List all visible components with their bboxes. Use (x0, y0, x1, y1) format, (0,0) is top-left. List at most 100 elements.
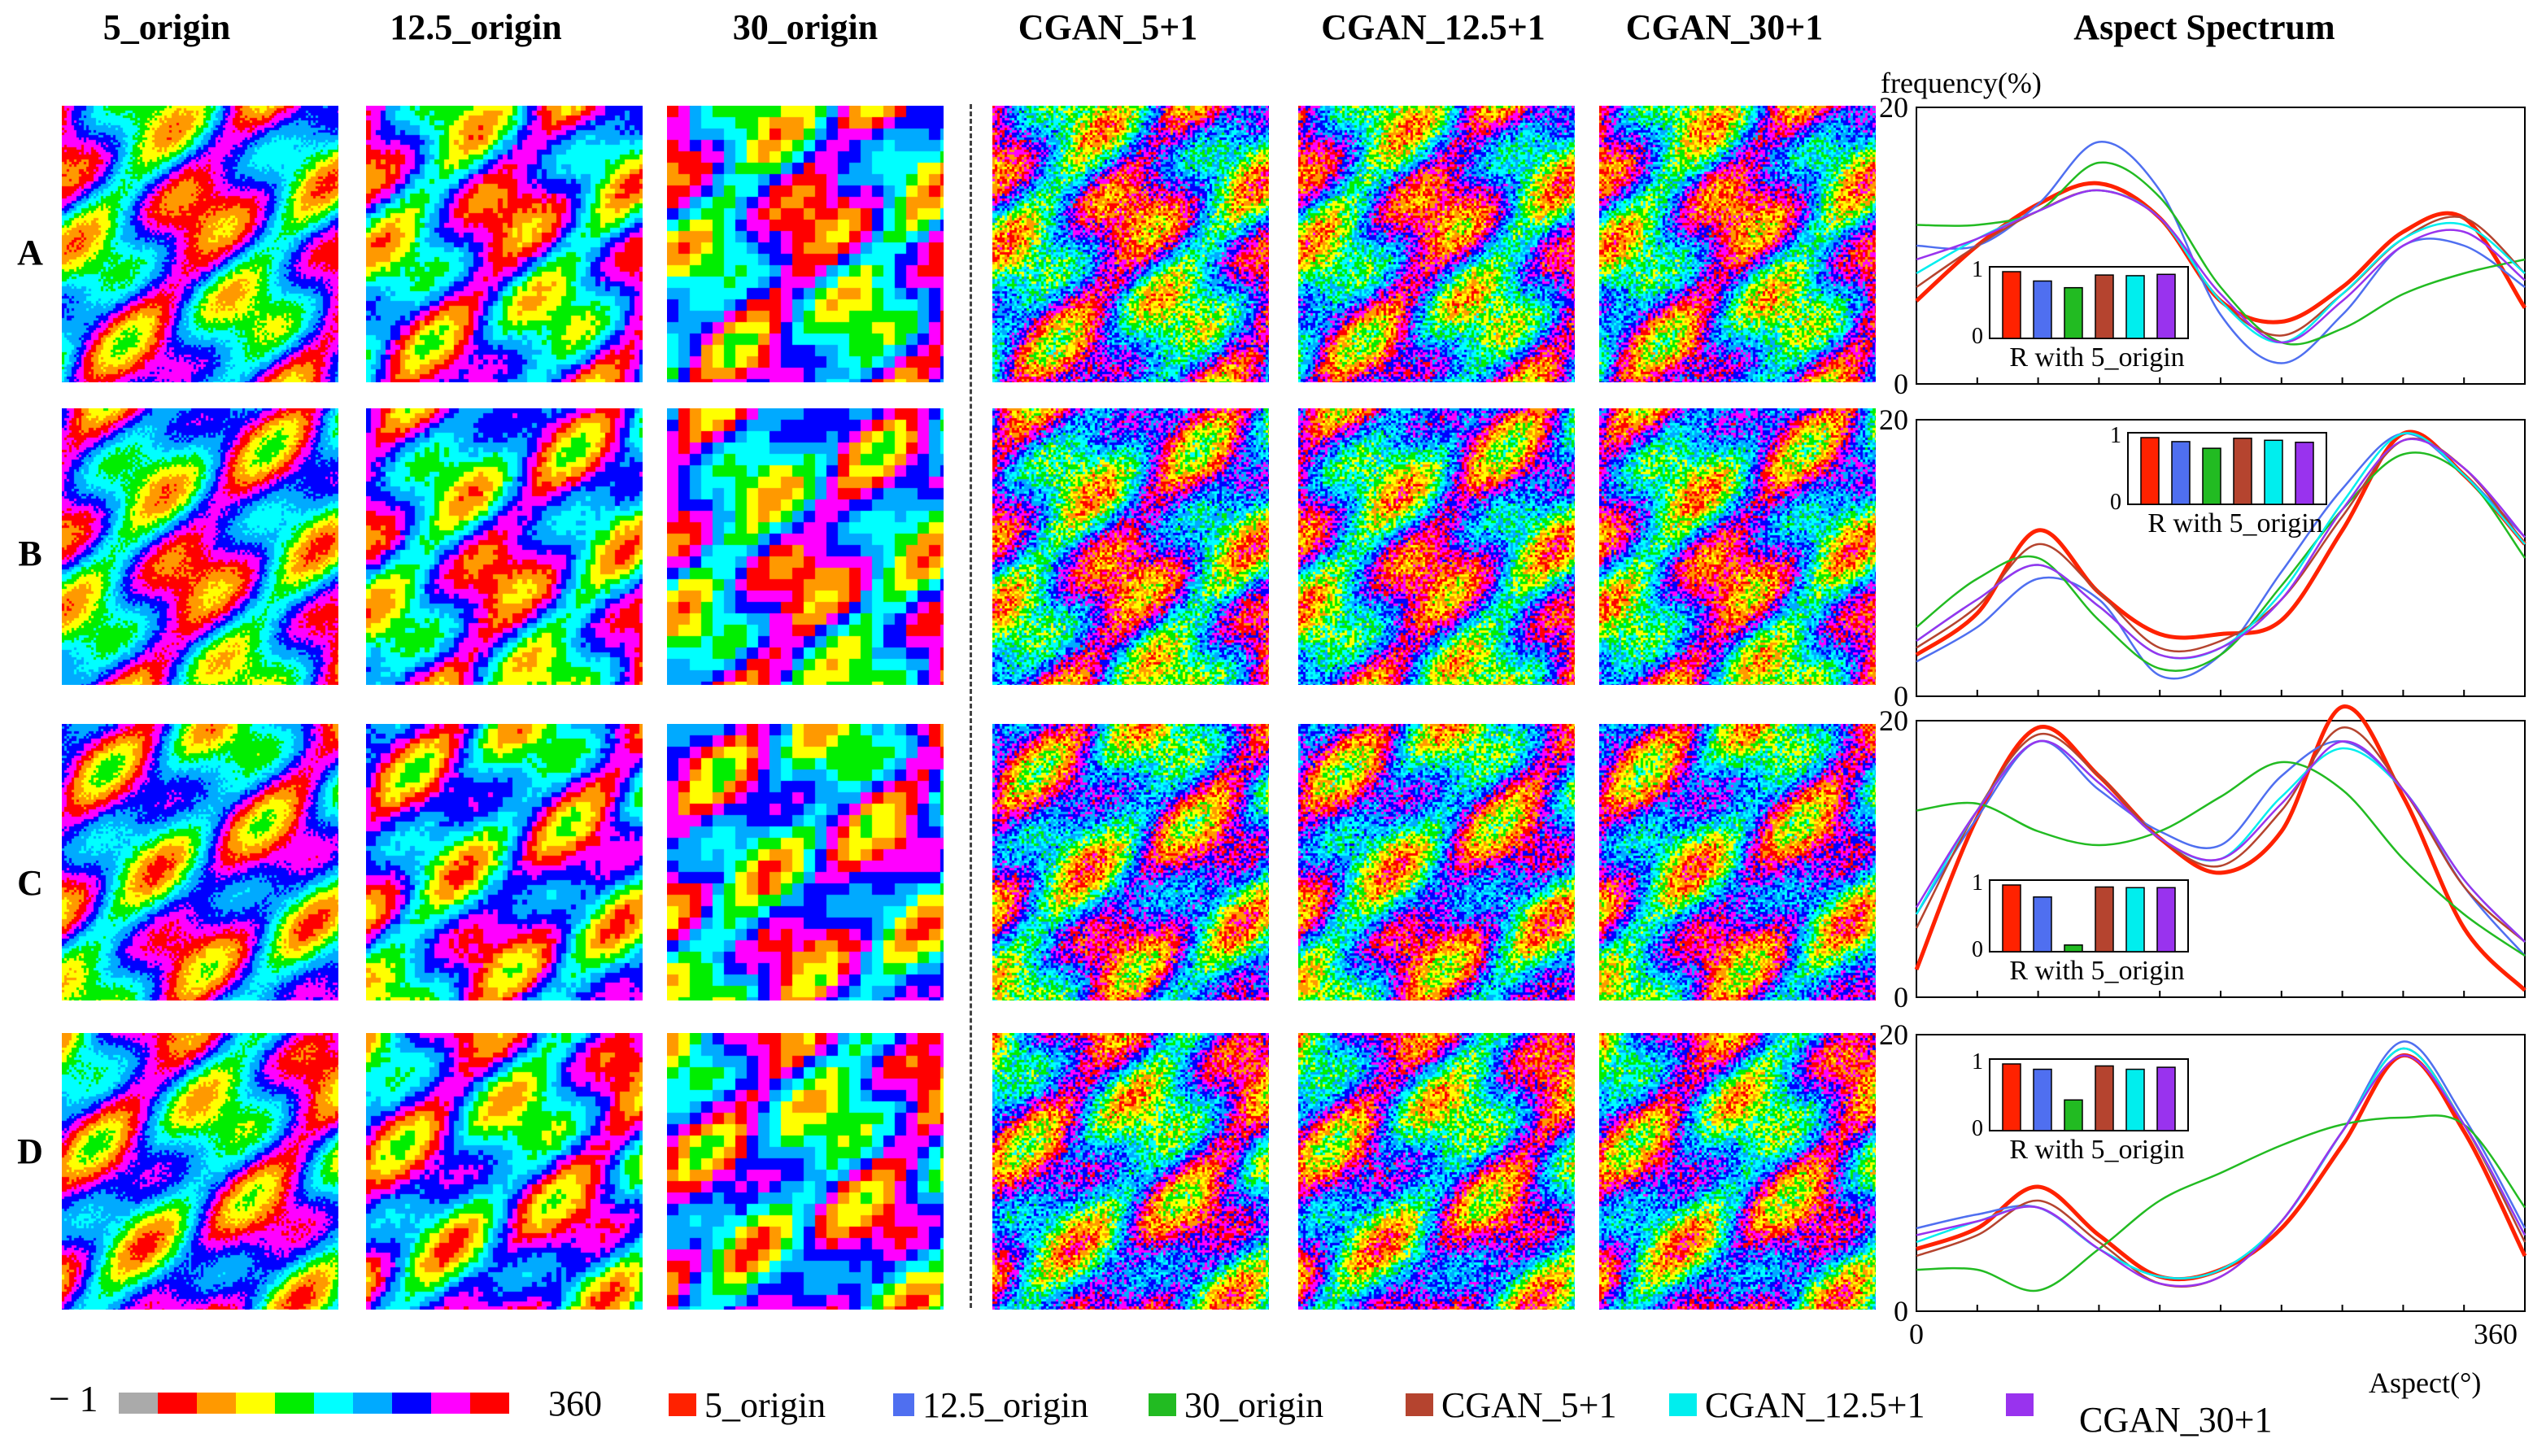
inset-bar-cgan-30-1 (2156, 273, 2176, 339)
inset-bar-30-origin (2064, 286, 2083, 339)
column-header-cgan-5: CGAN_5+1 (1018, 7, 1198, 47)
aspect-map-c-4 (1298, 724, 1575, 1000)
row-label-c: C (17, 863, 43, 903)
legend-swatch (893, 1393, 914, 1416)
aspect-map-b-1 (366, 408, 643, 685)
series-line-cgan-30-1 (1915, 739, 2526, 943)
inset-bar-12-5-origin (2171, 441, 2191, 505)
inset-bar-12-5-origin (2033, 1068, 2052, 1131)
series-line-cgan-5-1 (1915, 726, 2526, 943)
series-line-30-origin (1916, 761, 2526, 957)
legend-swatch (1406, 1393, 1433, 1416)
inset-bar-5-origin (2002, 1063, 2021, 1131)
inset-y-tick-label: 1 (1972, 870, 1983, 896)
inset-bar-cgan-12-5-1 (2125, 275, 2145, 339)
aspect-map-a-5 (1599, 106, 1876, 382)
aspect-map-b-0 (62, 408, 338, 685)
legend-label: 30_origin (1184, 1384, 1324, 1425)
x-tick-label: 360 (2474, 1318, 2518, 1350)
inset-bar-cgan-30-1 (2295, 441, 2314, 505)
inset-bar-5-origin (2140, 437, 2160, 505)
y-tick-label: 20 (1879, 1018, 1908, 1051)
legend-label: 5_origin (704, 1384, 826, 1425)
series-line-cgan-30-1 (1916, 1054, 2526, 1288)
aspect-map-d-0 (62, 1033, 338, 1310)
aspect-map-c-2 (667, 724, 944, 1000)
aspect-map-c-0 (62, 724, 338, 1000)
colorbar-segment (353, 1393, 392, 1414)
inset-bar-cgan-12-5-1 (2125, 1068, 2145, 1131)
aspect-map-b-2 (667, 408, 944, 685)
legend-swatch (1669, 1393, 1697, 1416)
colorbar-segment (431, 1393, 470, 1414)
colorbar (119, 1393, 509, 1414)
colorbar-segment (119, 1393, 158, 1414)
colorbar-segment (314, 1393, 353, 1414)
colorbar-segment (392, 1393, 431, 1414)
legend-cgan-30 (2006, 1384, 2042, 1425)
inset-label: R with 5_origin (2147, 508, 2322, 538)
colorbar-segment (197, 1393, 236, 1414)
legend-30-origin: 30_origin (1149, 1384, 1323, 1425)
column-header-aspect-spectrum: Aspect Spectrum (2073, 7, 2335, 47)
legend-label: 12.5_origin (922, 1384, 1089, 1425)
aspect-map-b-5 (1599, 408, 1876, 685)
inset-label: R with 5_origin (2009, 956, 2184, 986)
aspect-map-d-1 (366, 1033, 643, 1310)
colorbar-min-label: − 1 (49, 1378, 98, 1419)
x-axis-label: Aspect(°) (2369, 1367, 2481, 1399)
inset-y-tick-label: 0 (1972, 937, 1983, 962)
colorbar-segment (236, 1393, 275, 1414)
inset-frame (1989, 1058, 2189, 1131)
inset-label: R with 5_origin (2009, 1135, 2184, 1165)
aspect-map-c-1 (366, 724, 643, 1000)
aspect-map-d-4 (1298, 1033, 1575, 1310)
inset-y-tick-label: 0 (1972, 324, 1983, 349)
inset-bar-cgan-5-1 (2095, 886, 2114, 953)
row-label-d: D (17, 1131, 43, 1171)
legend-cgan-5: CGAN_5+1 (1406, 1384, 1617, 1425)
legend-label: CGAN_5+1 (1441, 1384, 1617, 1425)
inset-bar-5-origin (2002, 884, 2021, 953)
y-tick-label: 0 (1894, 981, 1908, 1014)
inset-y-tick-label: 1 (2110, 423, 2121, 448)
inset-frame (2127, 432, 2327, 505)
inset-label: R with 5_origin (2009, 342, 2184, 373)
column-header-cgan-12-5: CGAN_12.5+1 (1321, 7, 1546, 47)
colorbar-max-label: 360 (548, 1384, 602, 1423)
inset-bar-cgan-12-5-1 (2264, 439, 2283, 505)
aspect-map-d-3 (992, 1033, 1269, 1310)
legend-swatch (1149, 1393, 1176, 1416)
legend-12-5-origin: 12.5_origin (893, 1384, 1088, 1425)
column-header-30-origin: 30_origin (732, 7, 878, 47)
x-tick-label: 0 (1909, 1318, 1924, 1350)
inset-y-tick-label: 1 (1972, 1049, 1983, 1075)
y-tick-label: 0 (1894, 1295, 1908, 1327)
inset-bar-cgan-30-1 (2156, 887, 2176, 953)
series-line-5-origin (1915, 429, 2526, 657)
aspect-map-b-4 (1298, 408, 1575, 685)
colorbar-segment (275, 1393, 314, 1414)
y-axis-label: frequency(%) (1881, 67, 2042, 99)
aspect-map-a-1 (366, 106, 643, 382)
inset-bar-cgan-12-5-1 (2125, 887, 2145, 953)
legend-cgan-12-5: CGAN_12.5+1 (1669, 1384, 1925, 1425)
legend-swatch (669, 1393, 696, 1416)
aspect-map-b-3 (992, 408, 1269, 685)
inset-bar-5-origin (2002, 271, 2021, 339)
series-line-30-origin (1916, 1114, 2526, 1293)
legend-label: CGAN_30+1 (2079, 1399, 2273, 1440)
y-tick-label: 20 (1879, 91, 1908, 124)
inset-y-tick-label: 0 (2110, 490, 2121, 515)
inset-frame (1989, 266, 2189, 339)
inset-bar-cgan-5-1 (2233, 438, 2252, 505)
y-tick-label: 0 (1894, 680, 1908, 713)
colorbar-segment (158, 1393, 197, 1414)
row-label-a: A (17, 233, 43, 272)
inset-bar-cgan-30-1 (2156, 1066, 2176, 1131)
legend-label: CGAN_12.5+1 (1705, 1384, 1925, 1425)
aspect-map-a-0 (62, 106, 338, 382)
inset-bar-cgan-5-1 (2095, 1065, 2114, 1131)
column-header-12-5-origin: 12.5_origin (390, 7, 562, 47)
legend-5-origin: 5_origin (669, 1384, 826, 1425)
